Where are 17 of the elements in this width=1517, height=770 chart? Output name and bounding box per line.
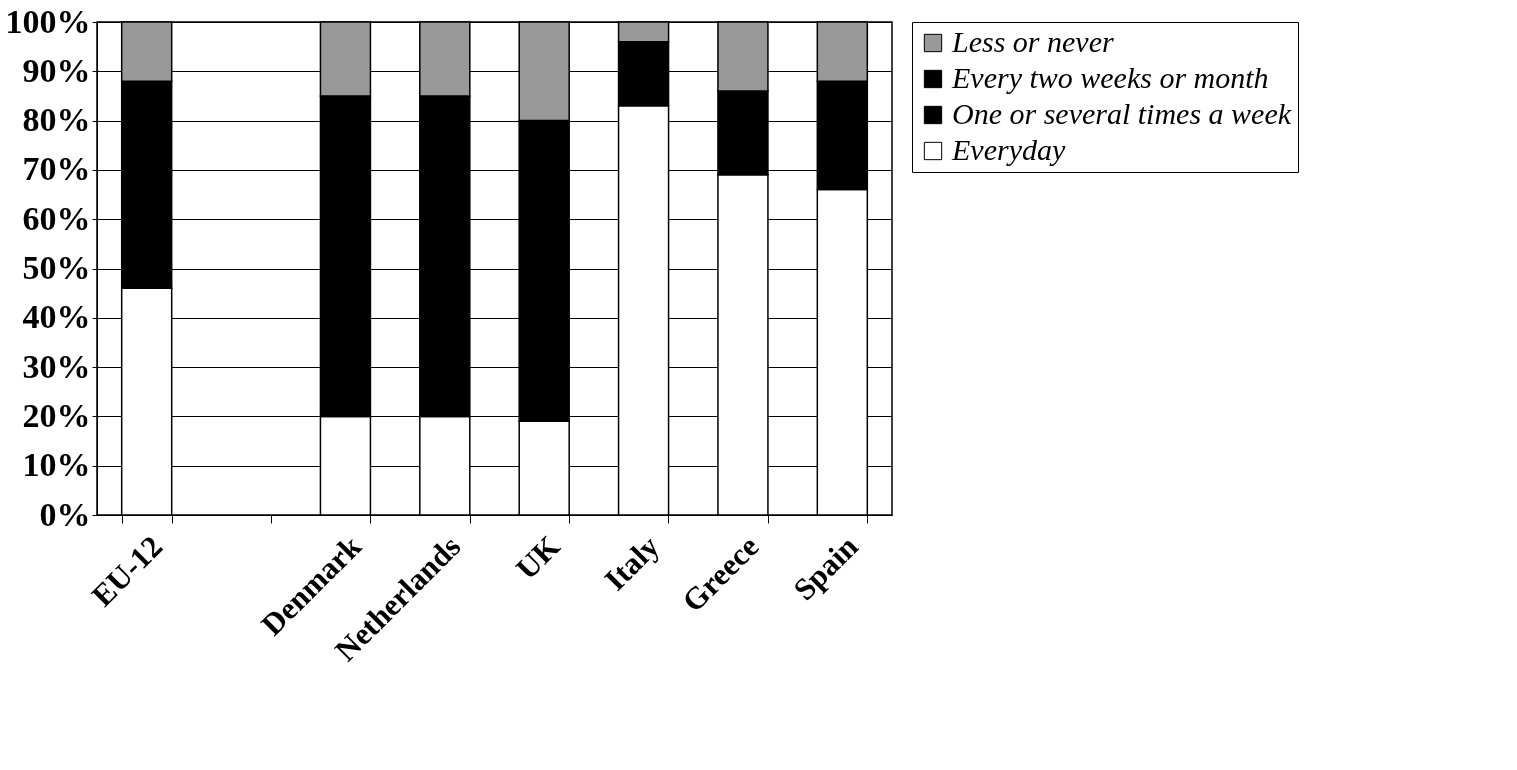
y-tick-label: 0% <box>39 495 91 533</box>
y-tick-label: 10% <box>22 446 91 484</box>
legend-label: Less or never <box>951 25 1114 58</box>
y-tick-label: 40% <box>22 298 91 336</box>
y-tick-label: 100% <box>5 2 91 40</box>
legend-label: Every two weeks or month <box>951 61 1269 94</box>
y-tick-label: 60% <box>22 199 91 237</box>
legend-label: Everyday <box>951 133 1066 166</box>
y-tick-label: 90% <box>22 51 91 89</box>
x-tick-label: UK <box>508 528 567 587</box>
legend-label: One or several times a week <box>952 97 1292 130</box>
y-tick-label: 20% <box>22 396 91 434</box>
y-tick-label: 70% <box>22 150 91 188</box>
x-tick-label: Italy <box>597 528 667 598</box>
y-tick-label: 80% <box>22 101 91 139</box>
y-tick-label: 30% <box>22 347 91 385</box>
y-tick-label: 50% <box>22 249 91 286</box>
